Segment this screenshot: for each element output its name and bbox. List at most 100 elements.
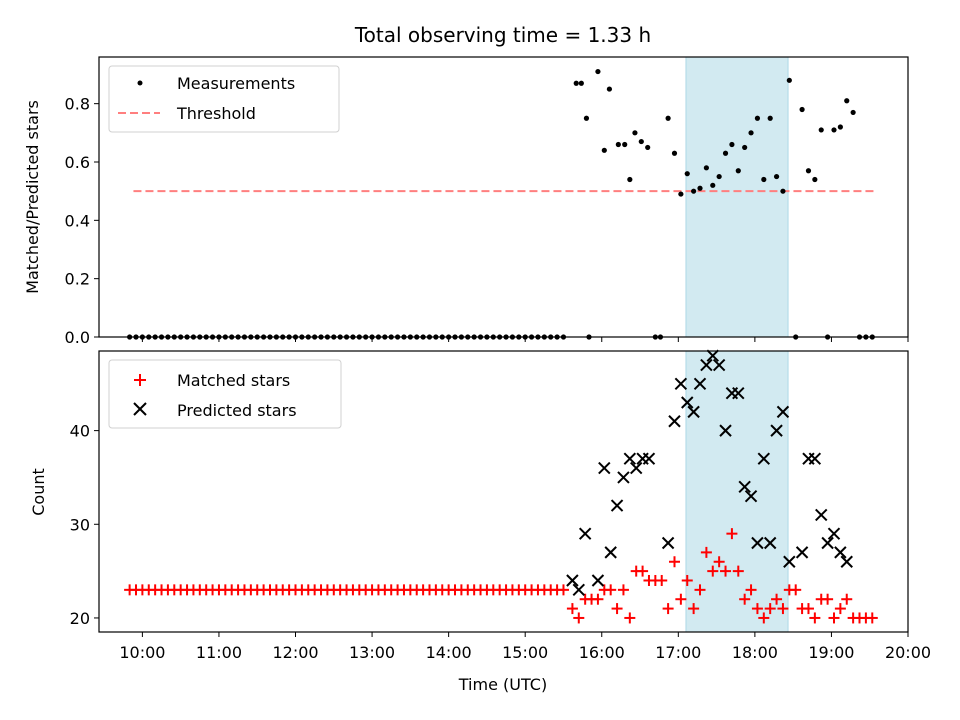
predicted-star-point — [610, 499, 624, 512]
matched-star-point — [707, 565, 719, 577]
measurement-point — [578, 80, 584, 86]
predicted-star-point — [661, 536, 675, 550]
matched-star-point — [809, 612, 821, 624]
legend-measurements-marker — [137, 80, 143, 86]
matched-star-point — [726, 528, 738, 540]
matched-star-point — [605, 584, 617, 596]
matched-star-point — [739, 593, 751, 605]
matched-star-point — [566, 603, 578, 615]
matched-star-point — [834, 603, 846, 615]
predicted-star-point — [598, 461, 611, 475]
matched-star-point — [777, 603, 789, 615]
measurement-point — [697, 185, 703, 191]
measurement-point — [799, 106, 805, 113]
measurement-point — [671, 150, 678, 156]
measurement-point — [780, 188, 786, 194]
matched-star-point — [675, 593, 687, 605]
predicted-star-point — [693, 377, 707, 390]
matched-star-point — [624, 612, 636, 624]
matched-star-point — [662, 603, 674, 615]
legend-predicted-label: Predicted stars — [177, 401, 297, 420]
bottom-panel: 20 30 40 10:00 11:00 12:00 13:00 14:00 15:00 16:… — [29, 349, 931, 694]
measurement-point — [595, 68, 601, 75]
predicted-star-point — [751, 536, 764, 550]
x-axis-label: Time (UTC) — [458, 675, 547, 694]
measurement-point — [767, 115, 773, 121]
predicted-star-point — [763, 536, 777, 550]
measurement-point — [837, 124, 843, 130]
matched-star-point — [637, 565, 649, 577]
legend-measurements-label: Measurements — [177, 74, 295, 93]
matched-star-point — [611, 603, 623, 615]
measurement-point — [601, 147, 607, 153]
x-tick-label: 15:00 — [502, 643, 548, 662]
measurement-point — [761, 176, 767, 183]
predicted-star-point — [840, 555, 853, 568]
measurement-point — [850, 109, 856, 116]
measurement-point — [735, 168, 741, 174]
predicted-star-point — [566, 574, 579, 587]
predicted-star-point — [821, 536, 834, 550]
matched-star-point — [758, 612, 770, 624]
matched-star-point — [841, 593, 853, 605]
bottom-plot-frame — [98, 350, 909, 633]
predicted-star-point — [668, 415, 681, 428]
measurement-point — [786, 77, 792, 83]
top-legend: Measurements Threshold — [108, 65, 340, 133]
matched-star-point — [656, 574, 668, 586]
matched-star-point — [771, 593, 783, 605]
matched-star-point — [681, 574, 693, 586]
matched-star-markers — [124, 528, 878, 624]
predicted-star-point — [706, 349, 719, 362]
chart-title: Total observing time = 1.33 h — [354, 23, 651, 47]
top-x-ticks — [141, 337, 909, 342]
matched-star-point — [828, 612, 840, 624]
measurement-point — [627, 176, 633, 183]
matched-star-point — [700, 546, 712, 558]
measurement-point — [684, 171, 690, 177]
measurement-point — [812, 176, 818, 183]
predicted-star-point — [732, 386, 745, 400]
y-tick-label: 0.6 — [65, 153, 90, 172]
predicted-star-point — [578, 527, 592, 540]
measurement-point — [716, 173, 722, 180]
predicted-star-point — [604, 546, 617, 559]
matched-star-point — [790, 584, 802, 596]
x-tick-label: 16:00 — [579, 643, 625, 662]
legend-predicted-marker — [133, 402, 147, 416]
measurement-point — [818, 127, 824, 133]
matched-star-point — [694, 584, 706, 596]
matched-star-point — [617, 584, 629, 596]
matched-star-point — [713, 556, 725, 568]
matched-star-point — [732, 565, 744, 577]
legend-matched-label: Matched stars — [177, 371, 290, 390]
measurement-point — [831, 127, 837, 133]
predicted-star-point — [687, 405, 700, 419]
measurement-point — [844, 98, 850, 104]
matched-star-point — [592, 593, 604, 605]
measurement-point — [710, 182, 716, 188]
y-tick-label: 40 — [70, 422, 90, 441]
predicted-star-point — [629, 461, 643, 475]
matched-star-point — [745, 584, 757, 596]
top-y-ticks: 0.0 0.2 0.4 0.6 0.8 — [65, 95, 99, 347]
x-tick-label: 13:00 — [349, 643, 395, 662]
predicted-star-point — [795, 546, 809, 559]
measurement-point — [691, 188, 697, 194]
x-tick-label: 19:00 — [808, 643, 854, 662]
measurement-point — [632, 130, 638, 136]
y-tick-label: 0.2 — [65, 270, 90, 289]
bottom-y-axis-label: Count — [29, 468, 48, 516]
x-tick-label: 20:00 — [885, 643, 931, 662]
measurement-point — [622, 141, 628, 148]
predicted-star-point — [623, 452, 637, 465]
y-tick-label: 0.8 — [65, 95, 90, 114]
matched-star-point — [822, 593, 834, 605]
matched-star-point — [866, 612, 878, 624]
matched-star-point — [764, 603, 776, 615]
predicted-star-point — [617, 471, 630, 484]
matched-star-point — [668, 556, 680, 568]
matched-star-point — [557, 584, 569, 596]
measurement-point — [748, 130, 754, 136]
measurement-point — [805, 168, 812, 174]
